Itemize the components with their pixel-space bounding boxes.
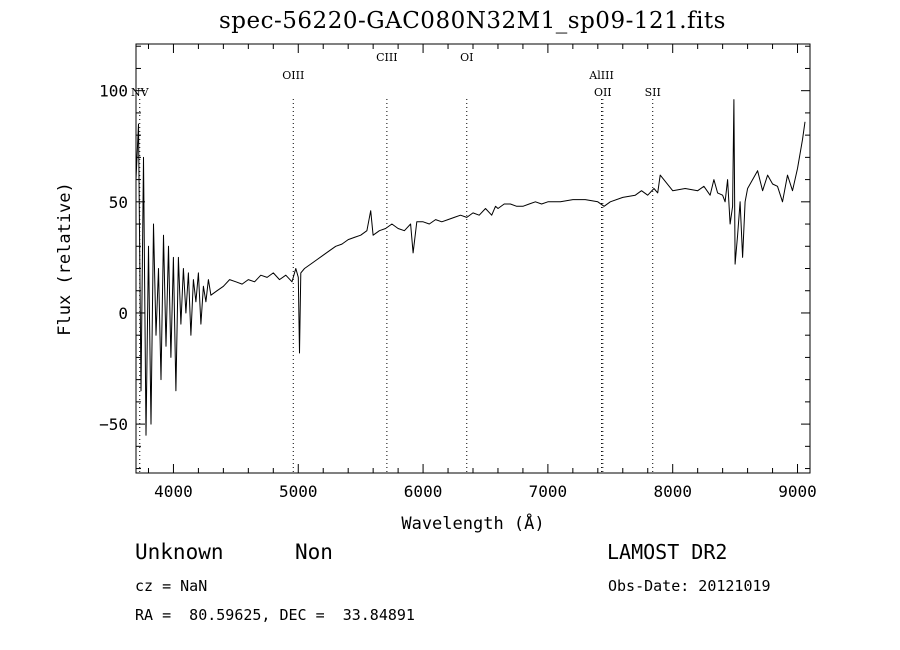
observation-date: Obs-Date: 20121019 [608, 577, 771, 595]
x-tick-label: 9000 [778, 482, 817, 501]
line-label-oiii: OIII [282, 69, 304, 82]
line-label-sii: SII [645, 86, 661, 99]
x-tick-label: 7000 [529, 482, 568, 501]
y-tick-label: 50 [109, 193, 128, 212]
ra-dec-coordinates: RA = 80.59625, DEC = 33.84891 [135, 606, 415, 624]
x-axis-label: Wavelength (Å) [401, 512, 544, 534]
x-tick-label: 5000 [279, 482, 318, 501]
emission-line-markers: NV OIII CIII OI AlIII OII SII [131, 51, 661, 473]
y-tick-label: 0 [118, 304, 128, 323]
x-tick-label: 6000 [404, 482, 443, 501]
y-axis-label: Flux (relative) [55, 182, 75, 336]
spectrum-series [135, 99, 806, 436]
line-label-oii: OII [594, 86, 612, 99]
x-tick-label: 8000 [653, 482, 692, 501]
chart-title: spec-56220-GAC080N32M1_sp09-121.fits [219, 8, 726, 34]
line-label-ciii: CIII [376, 51, 397, 64]
line-label-nv: NV [131, 86, 150, 99]
object-subclass: Non [295, 540, 333, 564]
survey-name: LAMOST DR2 [607, 540, 728, 564]
plot-frame [135, 43, 811, 474]
line-label-oi: OI [460, 51, 473, 64]
line-label-aliii: AlIII [588, 69, 614, 82]
axes: 4000 5000 6000 7000 8000 9000 −50 0 50 100 [99, 44, 817, 501]
spectrum-line [135, 99, 806, 436]
y-tick-label: 100 [99, 82, 128, 101]
object-class: Unknown [135, 540, 224, 564]
x-tick-label: 4000 [154, 482, 193, 501]
redshift-cz: cz = NaN [135, 577, 208, 595]
y-tick-label: −50 [99, 415, 128, 434]
